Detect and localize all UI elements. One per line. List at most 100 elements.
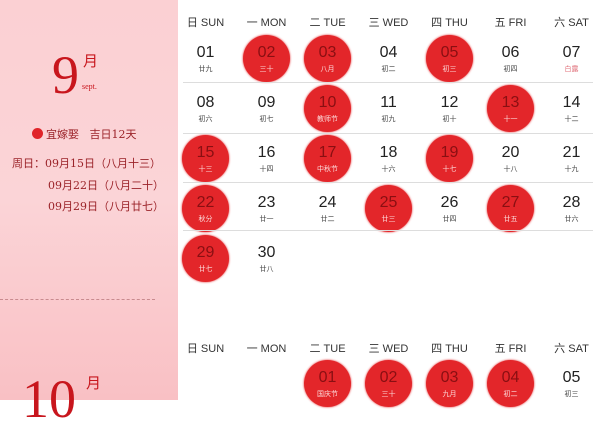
day-number: 11 <box>380 94 397 111</box>
calendar-day[interactable]: 13 十一 <box>480 85 541 133</box>
divider <box>0 299 155 300</box>
calendar-day[interactable]: 30 廿八 <box>236 235 297 283</box>
calendar-day[interactable]: 23 廿一 <box>236 185 297 233</box>
calendar-day[interactable]: 16 十四 <box>236 135 297 183</box>
highlight-circle <box>426 360 473 407</box>
day-number: 03 <box>440 369 459 386</box>
sundays-label: 周日： <box>12 157 45 170</box>
day-number: 01 <box>318 369 337 386</box>
weekday-header: 三 WED <box>368 17 409 29</box>
highlight-circle <box>304 35 351 82</box>
lunar-date: 十九 <box>564 166 579 173</box>
calendar-day[interactable]: 25 廿三 <box>358 185 419 233</box>
calendar-day[interactable]: 03 九月 <box>419 360 480 408</box>
calendar-day[interactable]: 09 初七 <box>236 85 297 133</box>
lunar-date: 廿二 <box>320 216 335 223</box>
lunar-date: 廿一 <box>259 216 274 223</box>
month-english: sept. <box>82 82 97 91</box>
lunar-date: 初二 <box>503 391 518 398</box>
calendar-day[interactable]: 05 初三 <box>419 35 480 83</box>
lunar-date: 三十 <box>381 391 396 398</box>
calendar-day[interactable]: 01 国庆节 <box>297 360 358 408</box>
lunar-date: 十六 <box>381 166 396 173</box>
highlight-circle <box>426 35 473 82</box>
sunday-row: 周日：09月15日（八月十三） <box>12 155 161 171</box>
lunar-date: 十三 <box>198 166 213 173</box>
lunar-date: 初三 <box>564 391 579 398</box>
red-dot-icon <box>32 128 43 139</box>
weekday-header: 三 WED <box>368 343 409 355</box>
calendar-day[interactable]: 22 秋分 <box>175 185 236 233</box>
lunar-date: 秋分 <box>198 216 213 223</box>
month-number: 9 <box>52 45 79 105</box>
calendar-day[interactable]: 15 十三 <box>175 135 236 183</box>
day-number: 27 <box>501 194 520 211</box>
calendar-day[interactable]: 18 十六 <box>358 135 419 183</box>
calendar-day[interactable]: 14 十二 <box>541 85 600 133</box>
highlight-circle <box>365 360 412 407</box>
highlight-circle <box>487 185 534 232</box>
highlight-circle <box>182 135 229 182</box>
calendar-day[interactable]: 20 十八 <box>480 135 541 183</box>
lunar-date: 初九 <box>381 116 396 123</box>
calendar-day[interactable]: 12 初十 <box>419 85 480 133</box>
highlight-circle <box>243 35 290 82</box>
calendar-day[interactable]: 07 白露 <box>541 35 600 83</box>
highlight-circle <box>487 85 534 132</box>
day-number: 21 <box>562 144 581 161</box>
lunar-date: 九月 <box>442 391 457 398</box>
day-number: 06 <box>501 44 520 61</box>
weekday-header: 四 THU <box>431 17 468 29</box>
lunar-date: 教师节 <box>317 116 338 123</box>
weekday-header: 五 FRI <box>494 343 527 355</box>
lunar-date: 八月 <box>320 66 335 73</box>
weekday-header: 四 THU <box>431 343 468 355</box>
lunar-date: 十八 <box>503 166 518 173</box>
calendar-day[interactable]: 10 教师节 <box>297 85 358 133</box>
calendar-day[interactable]: 04 初二 <box>358 35 419 83</box>
sunday-date: 09月15日（八月十三） <box>45 157 161 170</box>
day-number: 16 <box>257 144 276 161</box>
calendar-day[interactable]: 04 初二 <box>480 360 541 408</box>
lunar-date: 十七 <box>442 166 457 173</box>
sunday-date: 09月29日（八月廿七） <box>48 200 164 213</box>
day-number: 02 <box>379 369 398 386</box>
lunar-date: 廿五 <box>503 216 518 223</box>
lunar-date: 廿六 <box>564 216 579 223</box>
calendar-day[interactable]: 17 中秋节 <box>297 135 358 183</box>
month-info-panel: 9 月 sept. 宜嫁娶 吉日12天 周日：09月15日（八月十三） 09月2… <box>0 0 178 426</box>
row-divider <box>183 230 593 231</box>
day-number: 28 <box>562 194 581 211</box>
lucky-days-count: 吉日12天 <box>89 128 137 141</box>
calendar-day[interactable]: 21 十九 <box>541 135 600 183</box>
calendar-day[interactable]: 05 初三 <box>541 360 600 408</box>
lunar-date: 廿三 <box>381 216 396 223</box>
calendar-day[interactable]: 29 廿七 <box>175 235 236 283</box>
weekday-header: 一 MON <box>246 343 287 355</box>
calendar-day[interactable]: 02 三十 <box>358 360 419 408</box>
day-number: 26 <box>440 194 459 211</box>
highlight-circle <box>182 185 229 232</box>
lunar-date: 廿八 <box>259 266 274 273</box>
day-number: 08 <box>196 94 215 111</box>
day-number: 19 <box>440 144 459 161</box>
calendar-day[interactable]: 27 廿五 <box>480 185 541 233</box>
calendar-day[interactable]: 02 三十 <box>236 35 297 83</box>
row-divider <box>183 182 593 183</box>
calendar-day[interactable]: 08 初六 <box>175 85 236 133</box>
calendar-day[interactable]: 06 初四 <box>480 35 541 83</box>
calendar-day[interactable]: 26 廿四 <box>419 185 480 233</box>
lunar-date: 国庆节 <box>317 391 338 398</box>
calendar-day[interactable]: 19 十七 <box>419 135 480 183</box>
calendar-day[interactable]: 24 廿二 <box>297 185 358 233</box>
lunar-date: 初六 <box>198 116 213 123</box>
calendar-day[interactable]: 01 廿九 <box>175 35 236 83</box>
weekday-header: 五 FRI <box>494 17 527 29</box>
weekday-header: 一 MON <box>246 17 287 29</box>
calendar-day[interactable]: 28 廿六 <box>541 185 600 233</box>
calendar-day[interactable]: 11 初九 <box>358 85 419 133</box>
calendar-day[interactable]: 03 八月 <box>297 35 358 83</box>
lunar-date: 白露 <box>564 66 579 73</box>
highlight-circle <box>304 85 351 132</box>
weekday-header: 二 TUE <box>309 17 346 29</box>
